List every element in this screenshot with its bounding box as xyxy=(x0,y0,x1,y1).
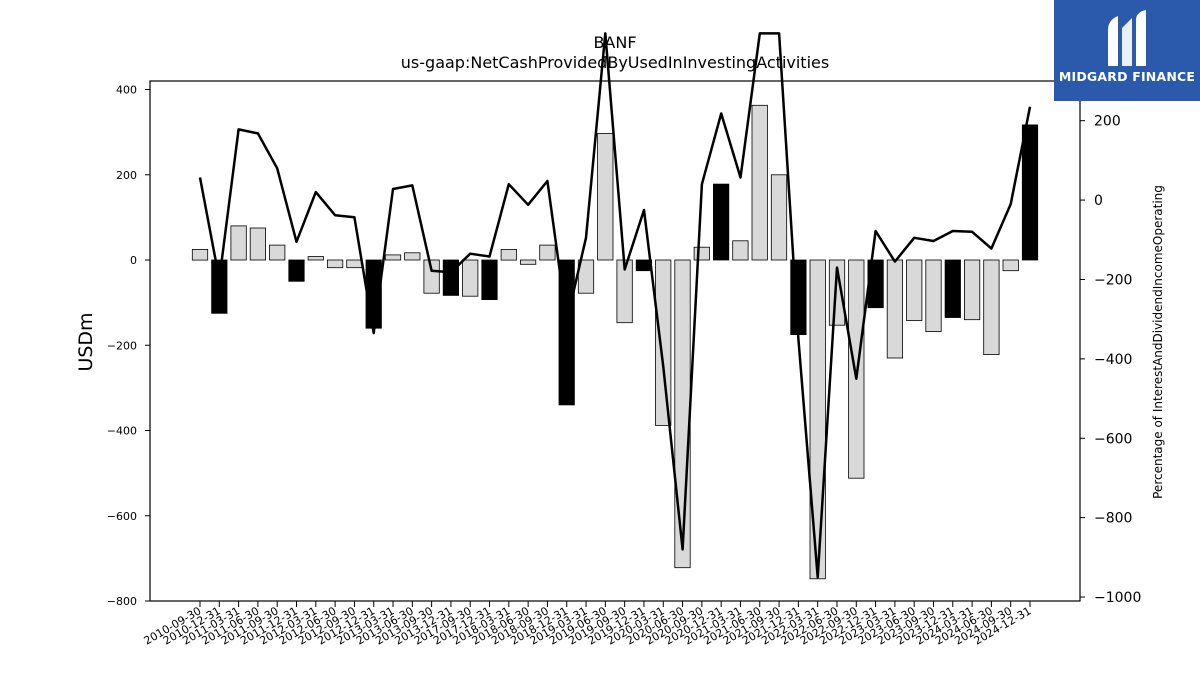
bar-2017-09-30 xyxy=(462,259,479,297)
line-series xyxy=(198,32,1032,579)
y-tick-label: −800 xyxy=(107,595,137,608)
bar-2020-03-31 xyxy=(655,259,672,426)
y2-tick-label: 0 xyxy=(1094,193,1103,209)
plot-frame xyxy=(149,80,1081,602)
bar-2023-12-31 xyxy=(944,259,961,318)
bar-2011-09-30 xyxy=(269,244,286,261)
y2-tick-label: −200 xyxy=(1094,272,1132,288)
bar-2013-12-31 xyxy=(442,259,460,296)
y-tick-label: 200 xyxy=(116,169,137,182)
bar-2013-06-30 xyxy=(404,252,421,261)
bar-2018-09-30 xyxy=(539,244,556,261)
y-tick-label: −400 xyxy=(107,425,137,438)
chart-subtitle: us-gaap:NetCashProvidedByUsedInInvesting… xyxy=(401,53,829,72)
bar-2011-12-31 xyxy=(288,259,305,282)
y2-tick-label: −600 xyxy=(1094,431,1132,447)
bar-2011-03-31 xyxy=(230,225,247,261)
bar-2023-09-30 xyxy=(925,259,942,332)
bar-2010-09-30 xyxy=(191,248,209,261)
midgard-logo-icon xyxy=(1108,10,1146,66)
bar-2021-03-31 xyxy=(732,240,749,261)
bar-2023-03-31 xyxy=(886,259,904,359)
bar-2022-03-31 xyxy=(809,259,826,580)
bar-2023-06-30 xyxy=(906,259,923,321)
brand-logo: MIDGARD FINANCE xyxy=(1054,0,1200,101)
y-tick-label: −200 xyxy=(107,339,137,352)
bar-2018-06-30 xyxy=(520,259,537,265)
y-axis-label: USDm xyxy=(75,312,97,371)
chart-title: BANF xyxy=(593,33,636,52)
bar-2018-03-31 xyxy=(500,248,517,261)
y2-tick-label: −1000 xyxy=(1094,590,1141,606)
bar-2013-03-31 xyxy=(384,254,402,261)
y2-axis-label: Percentage of InterestAndDividendIncomeO… xyxy=(1151,185,1165,499)
bar-2021-09-30 xyxy=(770,174,788,261)
bar-2024-03-31 xyxy=(964,259,981,321)
bar-2013-09-30 xyxy=(423,259,440,294)
bar-2024-09-30 xyxy=(1002,259,1019,272)
bar-2011-06-30 xyxy=(249,227,266,261)
bar-2017-12-31 xyxy=(481,259,498,300)
brand-name: MIDGARD FINANCE xyxy=(1058,69,1196,84)
y-tick-label: 0 xyxy=(130,254,137,267)
bar-2024-06-30 xyxy=(983,259,1000,355)
y2-tick-label: −800 xyxy=(1094,511,1132,527)
y2-tick-label: −400 xyxy=(1094,352,1132,368)
y-tick-label: 400 xyxy=(116,84,137,97)
bar-2021-06-30 xyxy=(751,104,768,261)
bar-2024-12-31 xyxy=(1021,124,1039,261)
bar-2019-06-30 xyxy=(597,132,614,261)
bar-2020-06-30 xyxy=(674,259,691,569)
y2-tick-label: 200 xyxy=(1094,114,1121,130)
bar-2020-12-31 xyxy=(713,183,730,261)
bar-2010-12-31 xyxy=(211,259,228,314)
bar-2020-09-30 xyxy=(693,246,710,261)
bar-2012-03-31 xyxy=(307,256,324,261)
bar-2012-09-30 xyxy=(346,259,363,269)
y-tick-label: −600 xyxy=(107,510,137,523)
bar-2022-06-30 xyxy=(828,259,846,326)
bar-2012-06-30 xyxy=(326,259,344,269)
